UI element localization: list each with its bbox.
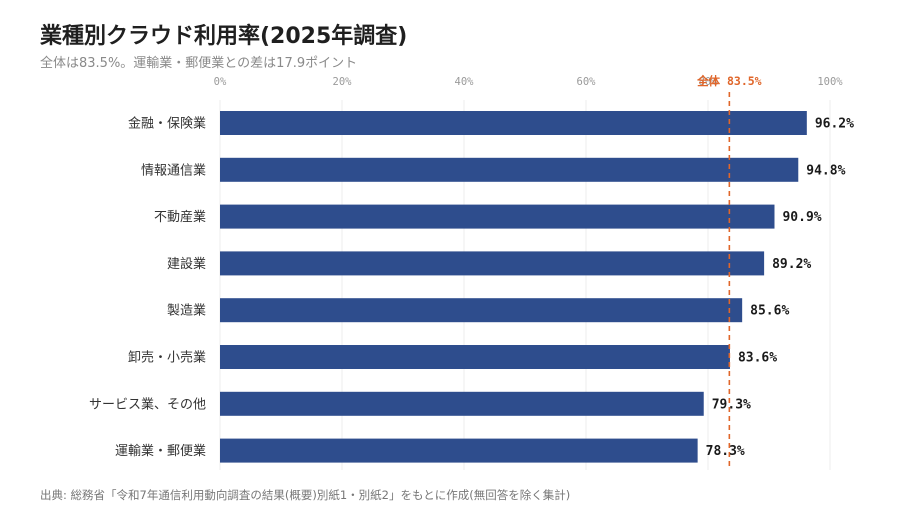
category-label: 金融・保険業	[128, 116, 206, 132]
x-tick-label: 60%	[577, 76, 597, 88]
x-tick-label: 0%	[214, 76, 227, 88]
value-label: 96.2%	[815, 117, 854, 132]
bar	[220, 298, 743, 323]
bar	[220, 345, 730, 369]
x-tick-label: 40%	[455, 76, 475, 88]
value-label: 78.3%	[706, 444, 745, 459]
x-tick-label: 80%	[699, 76, 719, 88]
category-label: サービス業、その他	[89, 396, 206, 412]
chart-title: 業種別クラウド利用率(2025年調査)	[40, 24, 408, 49]
bar	[220, 157, 799, 182]
category-label: 情報通信業	[141, 162, 206, 178]
reference-line-group: 全体 83.5%	[696, 74, 762, 470]
category-label: 製造業	[167, 303, 206, 319]
category-label: 運輸業・郵便業	[115, 443, 206, 459]
bar	[220, 111, 807, 135]
chart-subtitle: 全体は83.5%。運輸業・郵便業との差は17.9ポイント	[40, 56, 358, 71]
bar	[220, 251, 765, 276]
value-label: 83.6%	[738, 351, 777, 366]
value-label: 90.9%	[782, 210, 821, 225]
value-label: 94.8%	[806, 163, 845, 178]
source-note: 出典: 総務省「令和7年通信利用動向調査の結果(概要)別紙1・別紙2」をもとに作…	[40, 488, 571, 502]
reference-label: 全体 83.5%	[696, 74, 762, 88]
category-label: 卸売・小売業	[128, 350, 206, 366]
x-tick-label: 100%	[817, 76, 843, 88]
bar	[220, 391, 704, 416]
bar	[220, 204, 775, 229]
labels: 金融・保険業 96.2% 情報通信業 94.8% 不動産業 90.9% 建設業 89.2% 製造…	[89, 116, 854, 460]
value-label: 79.3%	[712, 397, 751, 412]
value-label: 85.6%	[750, 304, 789, 319]
x-axis-ticks: 0% 20% 40% 60% 80% 100%	[214, 76, 844, 88]
category-label: 不動産業	[154, 209, 206, 225]
bar	[220, 438, 698, 463]
value-label: 89.2%	[772, 257, 811, 272]
category-label: 建設業	[167, 256, 206, 272]
bars	[220, 111, 807, 463]
bar-chart: 0% 20% 40% 60% 80% 100% 全体 83.5% 金融・保険業 96.2% 情…	[89, 74, 854, 470]
x-tick-label: 20%	[333, 76, 353, 88]
